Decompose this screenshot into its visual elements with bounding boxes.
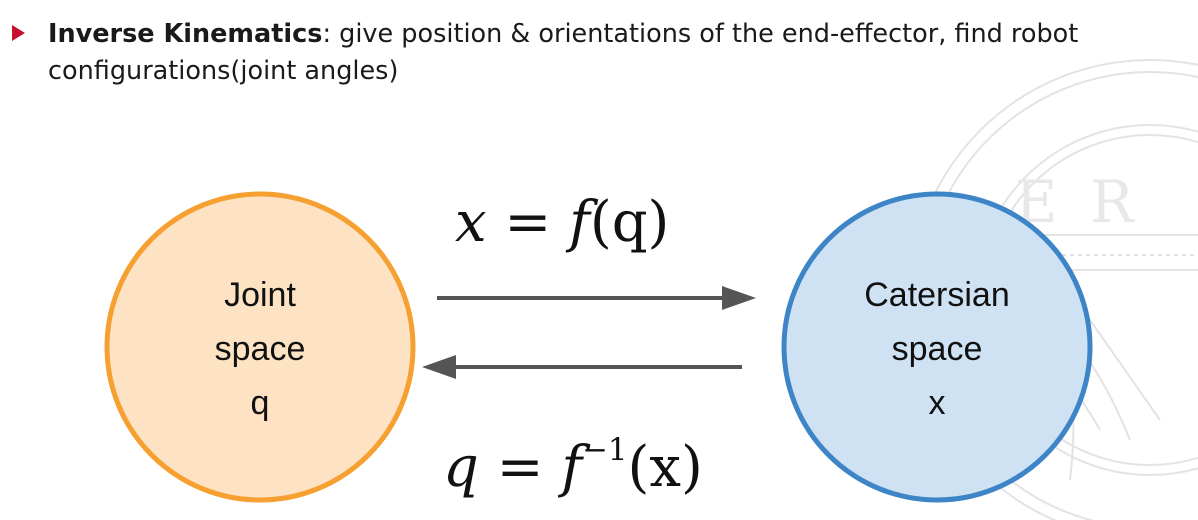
cartesian-space-circle: [781, 191, 1093, 503]
bullet-description: : give position & orientations of the en…: [48, 19, 1079, 86]
cartesian-space-label: Catersian space x: [812, 268, 1062, 430]
inverse-exponent: −1: [582, 432, 628, 468]
forward-eq: =: [486, 190, 570, 255]
joint-space-line1: Joint: [224, 276, 296, 314]
inverse-kinematics-formula: q = f−1(x): [443, 410, 703, 508]
cartesian-space-line2: space: [891, 330, 983, 368]
cartesian-space-line3: x: [928, 384, 946, 422]
joint-space-label: Joint space q: [160, 268, 360, 430]
bullet-text: Inverse Kinematics: give position & orie…: [48, 16, 1182, 90]
joint-space-line3: q: [250, 384, 270, 422]
triangle-right-icon: [12, 25, 25, 41]
bullet-item: Inverse Kinematics: give position & orie…: [12, 16, 1182, 90]
forward-lhs: x: [455, 190, 487, 255]
cartesian-space-line1: Catersian: [864, 276, 1010, 314]
inverse-arg: (x): [627, 435, 703, 501]
joint-space-circle: [104, 191, 416, 503]
inverse-arrow: [422, 355, 742, 379]
joint-space-line2: space: [214, 330, 306, 368]
forward-kinematics-formula: x = f(q): [455, 188, 669, 258]
forward-arg: (q): [589, 190, 670, 255]
svg-text:R: R: [1090, 168, 1136, 236]
forward-arrow: [437, 286, 756, 310]
inverse-func: f: [561, 435, 583, 501]
inverse-eq: =: [478, 435, 562, 501]
bullet-term: Inverse Kinematics: [48, 19, 323, 49]
forward-func: f: [569, 190, 590, 255]
inverse-lhs: q: [443, 435, 479, 501]
